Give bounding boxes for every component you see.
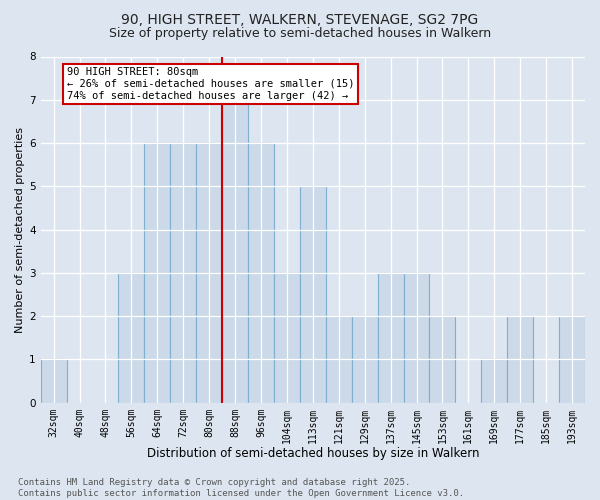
Text: 90, HIGH STREET, WALKERN, STEVENAGE, SG2 7PG: 90, HIGH STREET, WALKERN, STEVENAGE, SG2… — [121, 12, 479, 26]
Text: 90 HIGH STREET: 80sqm
← 26% of semi-detached houses are smaller (15)
74% of semi: 90 HIGH STREET: 80sqm ← 26% of semi-deta… — [67, 68, 354, 100]
Bar — [196, 143, 222, 403]
Bar — [248, 143, 274, 403]
Bar — [41, 360, 67, 403]
Bar — [300, 186, 326, 402]
Bar — [118, 273, 145, 402]
Bar — [145, 143, 170, 403]
Bar — [481, 360, 507, 403]
Text: Size of property relative to semi-detached houses in Walkern: Size of property relative to semi-detach… — [109, 28, 491, 40]
Bar — [404, 273, 430, 402]
Text: Contains HM Land Registry data © Crown copyright and database right 2025.
Contai: Contains HM Land Registry data © Crown c… — [18, 478, 464, 498]
Y-axis label: Number of semi-detached properties: Number of semi-detached properties — [15, 126, 25, 332]
X-axis label: Distribution of semi-detached houses by size in Walkern: Distribution of semi-detached houses by … — [146, 447, 479, 460]
Bar — [507, 316, 533, 402]
Bar — [559, 316, 585, 402]
Bar — [326, 316, 352, 402]
Bar — [430, 316, 455, 402]
Bar — [352, 316, 377, 402]
Bar — [222, 100, 248, 402]
Bar — [377, 273, 404, 402]
Bar — [170, 143, 196, 403]
Bar — [274, 273, 300, 402]
